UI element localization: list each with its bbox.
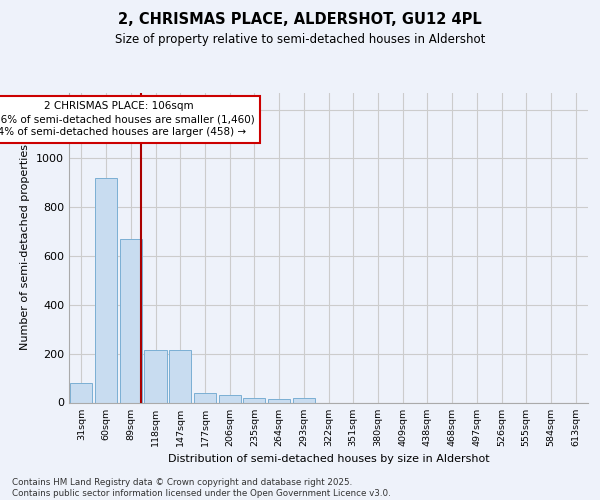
Bar [268, 399, 290, 402]
X-axis label: Distribution of semi-detached houses by size in Aldershot: Distribution of semi-detached houses by … [167, 454, 490, 464]
Bar [243, 398, 265, 402]
Bar [218, 395, 241, 402]
Bar [194, 392, 216, 402]
Bar [169, 350, 191, 403]
Text: Size of property relative to semi-detached houses in Aldershot: Size of property relative to semi-detach… [115, 32, 485, 46]
Bar [95, 178, 117, 402]
Bar [70, 383, 92, 402]
Bar [145, 350, 167, 403]
Text: Contains HM Land Registry data © Crown copyright and database right 2025.
Contai: Contains HM Land Registry data © Crown c… [12, 478, 391, 498]
Bar [293, 398, 315, 402]
Text: 2 CHRISMAS PLACE: 106sqm
← 76% of semi-detached houses are smaller (1,460)
24% o: 2 CHRISMAS PLACE: 106sqm ← 76% of semi-d… [0, 101, 255, 138]
Bar [119, 239, 142, 402]
Text: 2, CHRISMAS PLACE, ALDERSHOT, GU12 4PL: 2, CHRISMAS PLACE, ALDERSHOT, GU12 4PL [118, 12, 482, 28]
Y-axis label: Number of semi-detached properties: Number of semi-detached properties [20, 144, 31, 350]
